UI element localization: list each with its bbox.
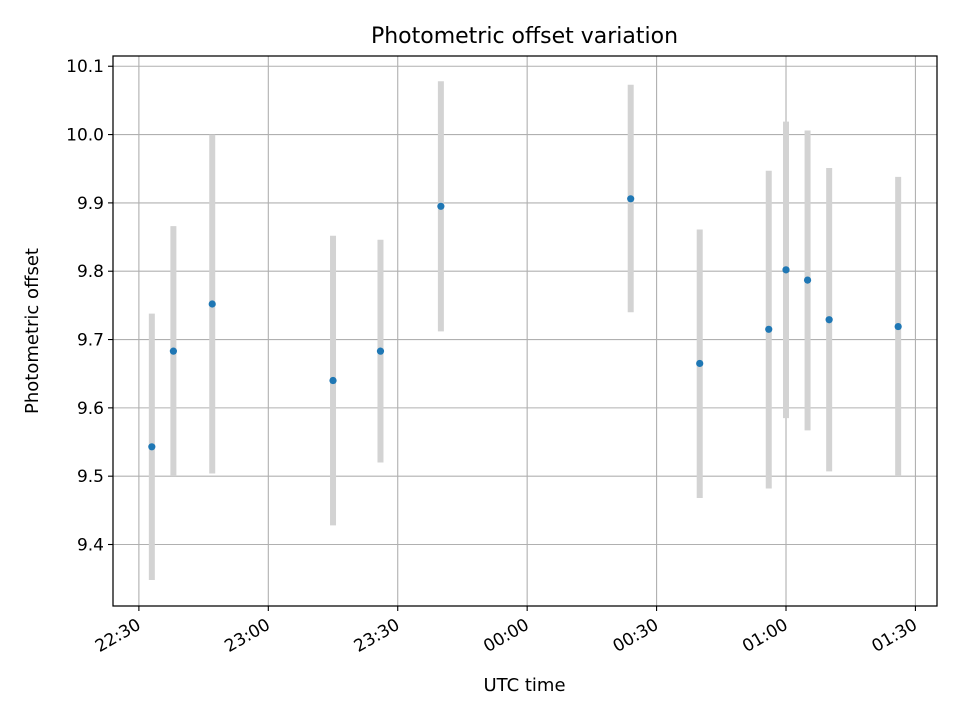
data-point <box>803 276 812 284</box>
y-tick-label: 9.5 <box>77 467 104 487</box>
data-point <box>376 347 385 355</box>
x-axis-label: UTC time <box>483 675 565 696</box>
y-axis: 9.4 9.5 9.6 9.7 9.8 9.9 10.0 10.1 <box>66 57 113 556</box>
y-tick-label: 9.6 <box>77 399 104 419</box>
y-tick-label: 9.4 <box>77 536 104 556</box>
y-tick-label: 9.7 <box>77 331 104 351</box>
plot-frame <box>112 55 938 607</box>
chart-title: Photometric offset variation <box>371 24 678 49</box>
y-tick-label: 9.9 <box>77 194 104 214</box>
y-tick-label: 9.8 <box>77 262 104 282</box>
data-point <box>782 266 790 274</box>
data-points <box>148 195 902 451</box>
data-point <box>148 443 156 451</box>
y-axis-label: Photometric offset <box>22 248 43 414</box>
data-point <box>765 325 773 333</box>
data-point <box>437 202 445 210</box>
data-point <box>627 195 635 203</box>
y-tick-label: 10.0 <box>66 126 104 146</box>
data-point <box>169 347 177 355</box>
data-point <box>894 322 902 331</box>
y-tick-label: 10.1 <box>66 57 104 77</box>
data-point <box>825 316 833 324</box>
data-point <box>329 376 337 385</box>
data-point <box>696 359 704 368</box>
data-point <box>208 300 216 308</box>
